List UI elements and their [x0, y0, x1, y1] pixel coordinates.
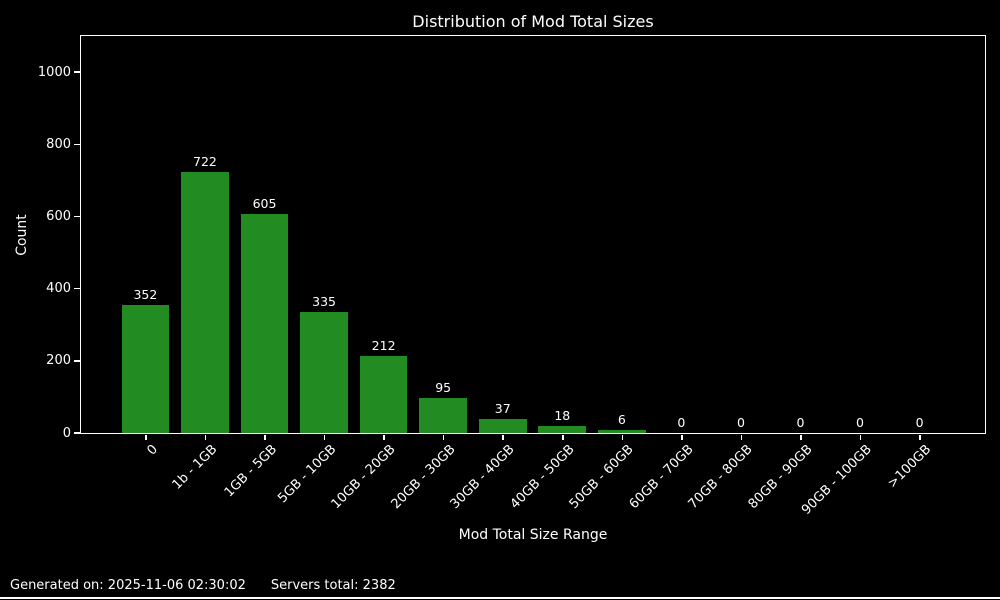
- bar-value-label: 18: [554, 408, 571, 424]
- bar-value-label: 212: [371, 338, 396, 353]
- y-tick-label: 400: [46, 281, 71, 297]
- y-tick-mark: [73, 287, 80, 290]
- x-tick-mark: [383, 434, 385, 440]
- bar-value-label: 0: [856, 414, 864, 430]
- footer-servers-total: Servers total: 2382: [270, 578, 396, 593]
- y-tick-mark: [73, 360, 80, 362]
- x-tick-label: 1GB - 5GB: [221, 442, 280, 501]
- x-tick-mark: [442, 434, 445, 440]
- bar-value-label: 6: [617, 412, 626, 428]
- bar-value-label: 0: [736, 414, 745, 430]
- x-tick-mark: [859, 434, 862, 440]
- x-tick-mark: [919, 434, 921, 440]
- x-tick-label: 1b - 1GB: [169, 442, 221, 493]
- x-tick-label: 0: [144, 442, 161, 459]
- bar-value-label: 0: [677, 414, 686, 430]
- bar: [419, 398, 467, 433]
- bar-value-label: 95: [435, 380, 452, 396]
- bar: [121, 305, 170, 433]
- y-tick-mark: [73, 143, 80, 146]
- y-tick-mark: [73, 215, 80, 218]
- x-tick-mark: [562, 434, 564, 440]
- chart-title: Distribution of Mod Total Sizes: [412, 12, 654, 31]
- x-tick-mark: [502, 434, 504, 440]
- x-tick-mark: [145, 434, 147, 440]
- bar: [478, 419, 527, 433]
- bar: [359, 356, 408, 433]
- x-tick-mark: [204, 434, 207, 440]
- bar-value-label: 0: [796, 414, 805, 430]
- bar-value-label: 0: [915, 414, 924, 430]
- bar-value-label: 335: [312, 293, 336, 309]
- bar: [538, 426, 587, 433]
- x-tick-mark: [800, 434, 802, 440]
- bottom-border-line: [0, 597, 1000, 599]
- y-tick-label: 0: [62, 425, 71, 441]
- x-tick-mark: [681, 434, 683, 440]
- bar-value-label: 352: [133, 287, 158, 303]
- bar: [240, 214, 289, 433]
- bar-value-label: 722: [193, 153, 217, 169]
- y-tick-label: 600: [46, 208, 71, 224]
- y-tick-label: 200: [46, 353, 71, 369]
- y-tick-label: 1000: [37, 64, 71, 80]
- plot-area: 352 722 605 335 212 95 37 18 6 0 0 0 0 0: [79, 34, 986, 434]
- x-tick-label: 5GB - 10GB: [275, 442, 340, 507]
- x-tick-mark: [323, 434, 326, 440]
- bar: [598, 430, 646, 433]
- bar: [181, 171, 229, 433]
- bar-value-label: 605: [252, 196, 277, 212]
- footer-generated-text: Generated on: 2025-11-06 02:30:02: [10, 578, 246, 593]
- x-tick-label: >100GB: [885, 442, 935, 492]
- y-tick-label: 800: [46, 136, 71, 152]
- footer: Generated on: 2025-11-06 02:30:02 Servers…: [10, 578, 396, 593]
- x-tick-mark: [264, 434, 266, 440]
- bar-value-label: 37: [494, 401, 511, 417]
- y-tick-mark: [73, 71, 80, 73]
- x-tick-mark: [740, 434, 743, 440]
- x-tick-mark: [621, 434, 624, 440]
- x-axis-label: Mod Total Size Range: [458, 527, 608, 543]
- y-tick-mark: [73, 432, 80, 434]
- bar: [300, 311, 348, 433]
